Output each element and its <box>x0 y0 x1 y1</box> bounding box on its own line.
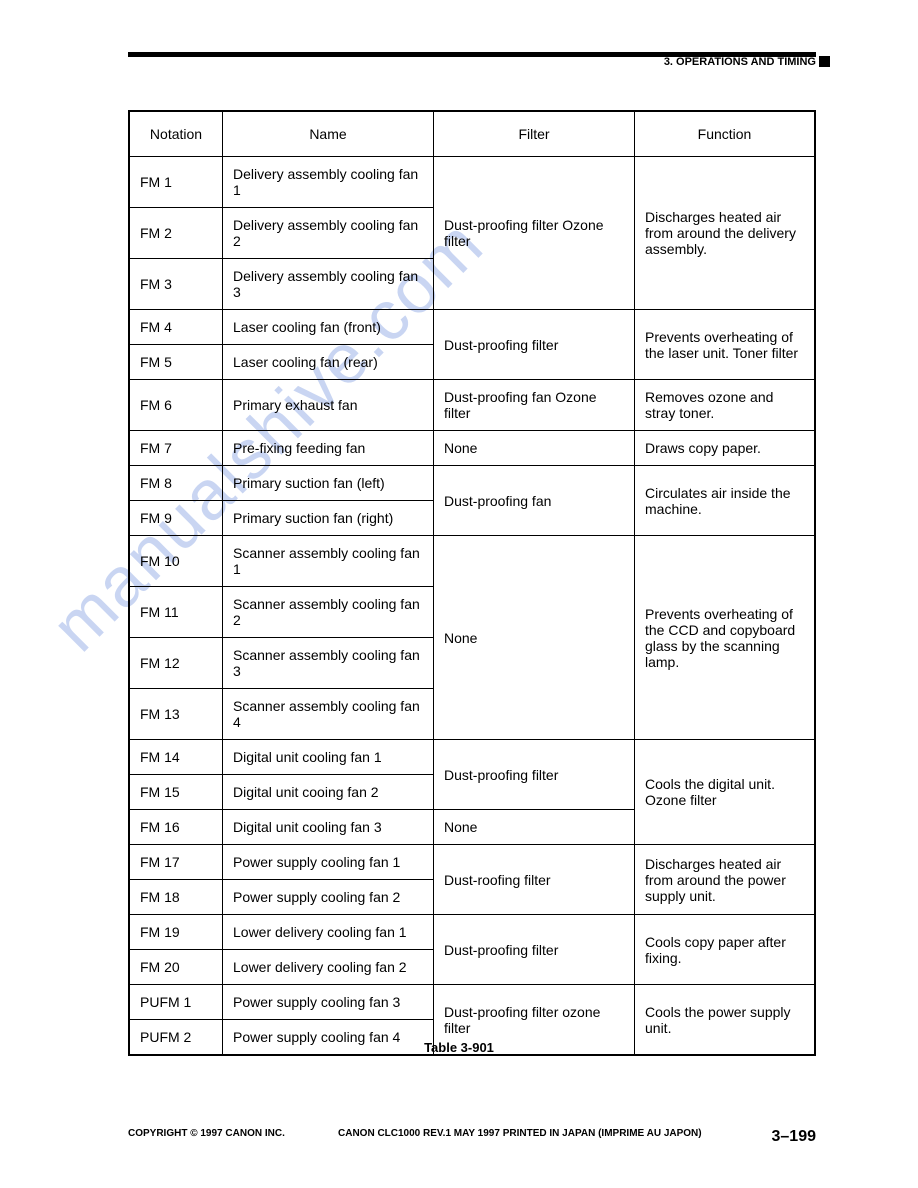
cell-notation: FM 20 <box>129 950 223 985</box>
footer-docinfo: CANON CLC1000 REV.1 MAY 1997 PRINTED IN … <box>338 1128 702 1139</box>
fan-table: Notation Name Filter Function FM 1Delive… <box>128 110 816 1056</box>
cell-name: Laser cooling fan (rear) <box>223 345 434 380</box>
cell-function: Prevents overheating of the laser unit. … <box>635 310 816 380</box>
header-section-title: 3. OPERATIONS AND TIMING <box>664 56 816 68</box>
cell-notation: FM 5 <box>129 345 223 380</box>
cell-notation: FM 1 <box>129 157 223 208</box>
table-body: FM 1Delivery assembly cooling fan 1Dust-… <box>129 157 815 1056</box>
table-row: FM 4Laser cooling fan (front)Dust-proofi… <box>129 310 815 345</box>
cell-filter: None <box>434 536 635 740</box>
footer-pagenum: 3–199 <box>772 1128 817 1146</box>
page: 3. OPERATIONS AND TIMING manualshive.com… <box>0 0 918 1188</box>
col-header-filter: Filter <box>434 111 635 157</box>
cell-notation: FM 11 <box>129 587 223 638</box>
cell-notation: FM 17 <box>129 845 223 880</box>
table-caption: Table 3-901 <box>0 1040 918 1055</box>
footer-copyright: COPYRIGHT © 1997 CANON INC. <box>128 1128 285 1139</box>
cell-filter: None <box>434 810 635 845</box>
cell-notation: FM 8 <box>129 466 223 501</box>
cell-name: Power supply cooling fan 2 <box>223 880 434 915</box>
cell-name: Primary exhaust fan <box>223 380 434 431</box>
cell-filter: Dust-proofing filter <box>434 310 635 380</box>
cell-name: Digital unit cooing fan 2 <box>223 775 434 810</box>
cell-notation: FM 6 <box>129 380 223 431</box>
table-row: FM 17Power supply cooling fan 1Dust-roof… <box>129 845 815 880</box>
col-header-function: Function <box>635 111 816 157</box>
cell-filter: Dust-proofing filter Ozone filter <box>434 157 635 310</box>
cell-notation: FM 14 <box>129 740 223 775</box>
cell-name: Scanner assembly cooling fan 2 <box>223 587 434 638</box>
table-row: FM 7Pre-fixing feeding fanNoneDraws copy… <box>129 431 815 466</box>
table-row: FM 10Scanner assembly cooling fan 1NoneP… <box>129 536 815 587</box>
table-row: FM 8Primary suction fan (left)Dust-proof… <box>129 466 815 501</box>
cell-name: Delivery assembly cooling fan 2 <box>223 208 434 259</box>
cell-function: Discharges heated air from around the de… <box>635 157 816 310</box>
table-row: FM 14Digital unit cooling fan 1Dust-proo… <box>129 740 815 775</box>
cell-name: Scanner assembly cooling fan 4 <box>223 689 434 740</box>
cell-name: Primary suction fan (left) <box>223 466 434 501</box>
cell-filter: Dust-proofing fan Ozone filter <box>434 380 635 431</box>
cell-notation: FM 9 <box>129 501 223 536</box>
cell-function: Circulates air inside the machine. <box>635 466 816 536</box>
cell-name: Primary suction fan (right) <box>223 501 434 536</box>
cell-function: Cools copy paper after fixing. <box>635 915 816 985</box>
col-header-name: Name <box>223 111 434 157</box>
cell-notation: FM 15 <box>129 775 223 810</box>
table-row: FM 1Delivery assembly cooling fan 1Dust-… <box>129 157 815 208</box>
cell-notation: PUFM 1 <box>129 985 223 1020</box>
cell-notation: FM 2 <box>129 208 223 259</box>
cell-notation: FM 16 <box>129 810 223 845</box>
cell-name: Delivery assembly cooling fan 3 <box>223 259 434 310</box>
cell-notation: FM 10 <box>129 536 223 587</box>
cell-notation: FM 4 <box>129 310 223 345</box>
cell-name: Lower delivery cooling fan 2 <box>223 950 434 985</box>
cell-function: Prevents overheating of the CCD and copy… <box>635 536 816 740</box>
cell-filter: Dust-proofing fan <box>434 466 635 536</box>
cell-name: Digital unit cooling fan 1 <box>223 740 434 775</box>
cell-name: Delivery assembly cooling fan 1 <box>223 157 434 208</box>
cell-notation: FM 7 <box>129 431 223 466</box>
cell-name: Laser cooling fan (front) <box>223 310 434 345</box>
cell-name: Scanner assembly cooling fan 1 <box>223 536 434 587</box>
cell-filter: Dust-proofing filter <box>434 740 635 810</box>
table-row: PUFM 1Power supply cooling fan 3Dust-pro… <box>129 985 815 1020</box>
cell-function: Cools the digital unit. Ozone filter <box>635 740 816 845</box>
table-row: FM 6Primary exhaust fanDust-proofing fan… <box>129 380 815 431</box>
table-row: FM 19Lower delivery cooling fan 1Dust-pr… <box>129 915 815 950</box>
cell-function: Draws copy paper. <box>635 431 816 466</box>
cell-filter: None <box>434 431 635 466</box>
cell-notation: FM 3 <box>129 259 223 310</box>
cell-name: Pre-fixing feeding fan <box>223 431 434 466</box>
cell-notation: FM 18 <box>129 880 223 915</box>
cell-notation: FM 19 <box>129 915 223 950</box>
cell-function: Discharges heated air from around the po… <box>635 845 816 915</box>
cell-name: Power supply cooling fan 1 <box>223 845 434 880</box>
cell-name: Digital unit cooling fan 3 <box>223 810 434 845</box>
cell-notation: FM 13 <box>129 689 223 740</box>
cell-function: Removes ozone and stray toner. <box>635 380 816 431</box>
cell-name: Lower delivery cooling fan 1 <box>223 915 434 950</box>
cell-name: Scanner assembly cooling fan 3 <box>223 638 434 689</box>
header-block-icon <box>819 56 830 67</box>
table-header-row: Notation Name Filter Function <box>129 111 815 157</box>
col-header-notation: Notation <box>129 111 223 157</box>
cell-filter: Dust-roofing filter <box>434 845 635 915</box>
cell-name: Power supply cooling fan 3 <box>223 985 434 1020</box>
cell-filter: Dust-proofing filter <box>434 915 635 985</box>
cell-notation: FM 12 <box>129 638 223 689</box>
